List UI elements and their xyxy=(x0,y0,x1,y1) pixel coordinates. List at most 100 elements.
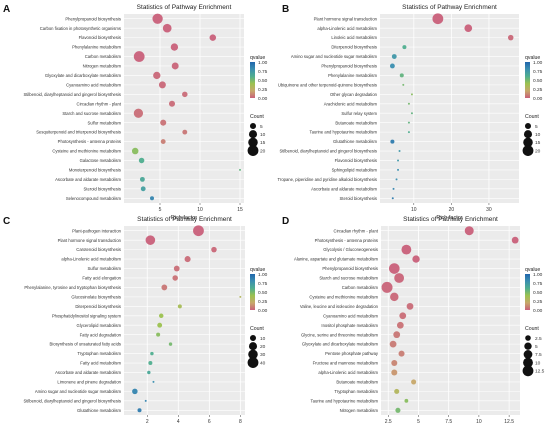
count-legend-label: 10 xyxy=(535,360,541,366)
count-legend-dot xyxy=(247,145,259,157)
qvalue-tick-label: 1.00 xyxy=(258,272,268,278)
pathway-label: Ubiquinone and other terpenoid-quinone b… xyxy=(278,82,377,87)
pathway-label: Biosynthesis of unsaturated fatty acids xyxy=(50,342,121,347)
pathway-label: alpha-Linolenic acid metabolism xyxy=(61,257,121,262)
qvalue-legend-title: qvalue xyxy=(525,267,540,273)
pathway-label: Flavonoid biosynthesis xyxy=(335,158,377,163)
x-tick-label: 5 xyxy=(417,419,420,423)
data-point xyxy=(209,34,217,41)
pathway-label: Circadian rhythm - plant xyxy=(77,101,122,106)
panel-label: D xyxy=(282,216,289,227)
qvalue-tick-label: 0.75 xyxy=(533,69,543,75)
data-point xyxy=(182,129,188,135)
pathway-label: alpha-Linolenic acid metabolism xyxy=(318,370,378,375)
qvalue-tick-label: 0.25 xyxy=(533,299,543,305)
qvalue-tick-label: 0.75 xyxy=(258,69,268,75)
data-point xyxy=(412,255,420,263)
pathway-label: Butanoate metabolism xyxy=(336,380,378,385)
x-tick-label: 2 xyxy=(146,419,149,423)
count-legend-dot xyxy=(524,342,532,350)
data-point xyxy=(156,332,161,337)
pathway-label: Fatty acid metabolism xyxy=(80,361,121,366)
pathway-label: Sulfur metabolism xyxy=(87,266,121,271)
qvalue-tick-label: 0.50 xyxy=(533,290,543,296)
pathway-label: Carbon fixation in photosynthetic organi… xyxy=(40,26,121,31)
plot-background xyxy=(381,226,520,415)
pathway-label: Carotenoid biosynthesis xyxy=(76,247,121,252)
qvalue-tick-label: 1.00 xyxy=(533,272,543,278)
panel-b: B Statistics of Pathway Enrichment Plant h… xyxy=(278,4,543,221)
data-point xyxy=(171,62,179,70)
panel-c: C Statistics of Pathway Enrichment Plant-p… xyxy=(3,216,268,423)
data-point xyxy=(152,13,163,24)
data-point xyxy=(394,273,405,283)
panel-d: D Statistics of Pathway Enrichment Circadi… xyxy=(282,216,545,423)
data-point xyxy=(410,112,413,115)
qvalue-tick-label: 0.00 xyxy=(533,96,543,102)
qvalue-legend-title: qvalue xyxy=(525,55,540,61)
data-point xyxy=(144,399,147,402)
data-point xyxy=(398,150,401,153)
qvalue-tick-label: 0.50 xyxy=(533,78,543,84)
qvalue-colorbar xyxy=(525,62,530,98)
pathway-label: Steroid biosynthesis xyxy=(84,186,121,191)
x-tick-label: 4 xyxy=(177,419,180,423)
count-legend-dot xyxy=(249,122,257,130)
count-legend-dot xyxy=(248,137,258,148)
count-legend-dot xyxy=(249,334,257,342)
data-point xyxy=(153,71,161,80)
x-tick-label: 8 xyxy=(239,419,242,423)
count-legend-dot xyxy=(247,357,259,368)
data-point xyxy=(464,226,474,236)
pathway-label: Photosynthesis - antenna proteins xyxy=(315,238,378,243)
data-point xyxy=(139,176,145,182)
plot-background xyxy=(380,14,519,203)
pathway-label: Phenylpropanoid biosynthesis xyxy=(65,16,121,21)
pathway-label: Steroid biosynthesis xyxy=(340,196,377,201)
count-legend-label: 40 xyxy=(260,360,266,366)
x-tick-label: 12.5 xyxy=(504,419,514,423)
pathway-label: Glyoxylate and dicarboxylate metabolism xyxy=(302,342,379,347)
data-point xyxy=(133,108,144,118)
data-point xyxy=(406,302,414,310)
qvalue-tick-label: 1.00 xyxy=(533,60,543,66)
data-point xyxy=(131,147,139,155)
data-point xyxy=(161,284,168,291)
data-point xyxy=(410,93,413,96)
count-legend-label: 15 xyxy=(535,140,541,146)
qvalue-tick-label: 0.25 xyxy=(258,299,268,305)
panel-label: B xyxy=(282,4,289,15)
count-legend-label: 10 xyxy=(260,336,266,342)
panels: A Statistics of Pathway Enrichment Phenylp… xyxy=(3,4,545,423)
pathway-label: Glycolysis / Gluconeogenesis xyxy=(323,247,378,252)
pathway-label: Cyanoamino acid metabolism xyxy=(66,82,121,87)
x-tick-label: 20 xyxy=(449,207,455,213)
count-legend-label: 20 xyxy=(260,148,266,154)
data-point xyxy=(390,292,399,302)
x-axis-label: Rich factor xyxy=(171,215,197,221)
count-legend-label: 5 xyxy=(260,124,263,130)
qvalue-colorbar xyxy=(250,274,255,310)
pathway-label: Pentose phosphate pathway xyxy=(325,351,379,356)
x-tick-label: 6 xyxy=(208,419,211,423)
panel-label: A xyxy=(3,4,10,15)
pathway-label: Arachidonic acid metabolism xyxy=(324,101,378,106)
chart-title: Statistics of Pathway Enrichment xyxy=(137,216,232,223)
pathway-label: Plant hormone signal transduction xyxy=(314,16,378,21)
pathway-label: Butanoate metabolism xyxy=(335,120,377,125)
data-point xyxy=(193,225,204,237)
data-point xyxy=(173,265,180,272)
data-point xyxy=(149,196,155,201)
pathway-label: Nitrogen metabolism xyxy=(340,408,379,413)
pathway-label: Glycerolipid metabolism xyxy=(77,323,122,328)
pathway-label: Nitrogen metabolism xyxy=(83,64,122,69)
qvalue-tick-label: 0.25 xyxy=(533,87,543,93)
qvalue-legend-title: qvalue xyxy=(250,55,265,61)
pathway-label: Amino sugar and nucleotide sugar metabol… xyxy=(35,389,122,394)
data-point xyxy=(401,244,412,255)
pathway-label: Alanine, aspartate and glutamate metabol… xyxy=(294,257,379,262)
data-point xyxy=(397,168,400,171)
panel-a: A Statistics of Pathway Enrichment Phenylp… xyxy=(3,4,268,221)
count-legend-title: Count xyxy=(250,326,264,332)
